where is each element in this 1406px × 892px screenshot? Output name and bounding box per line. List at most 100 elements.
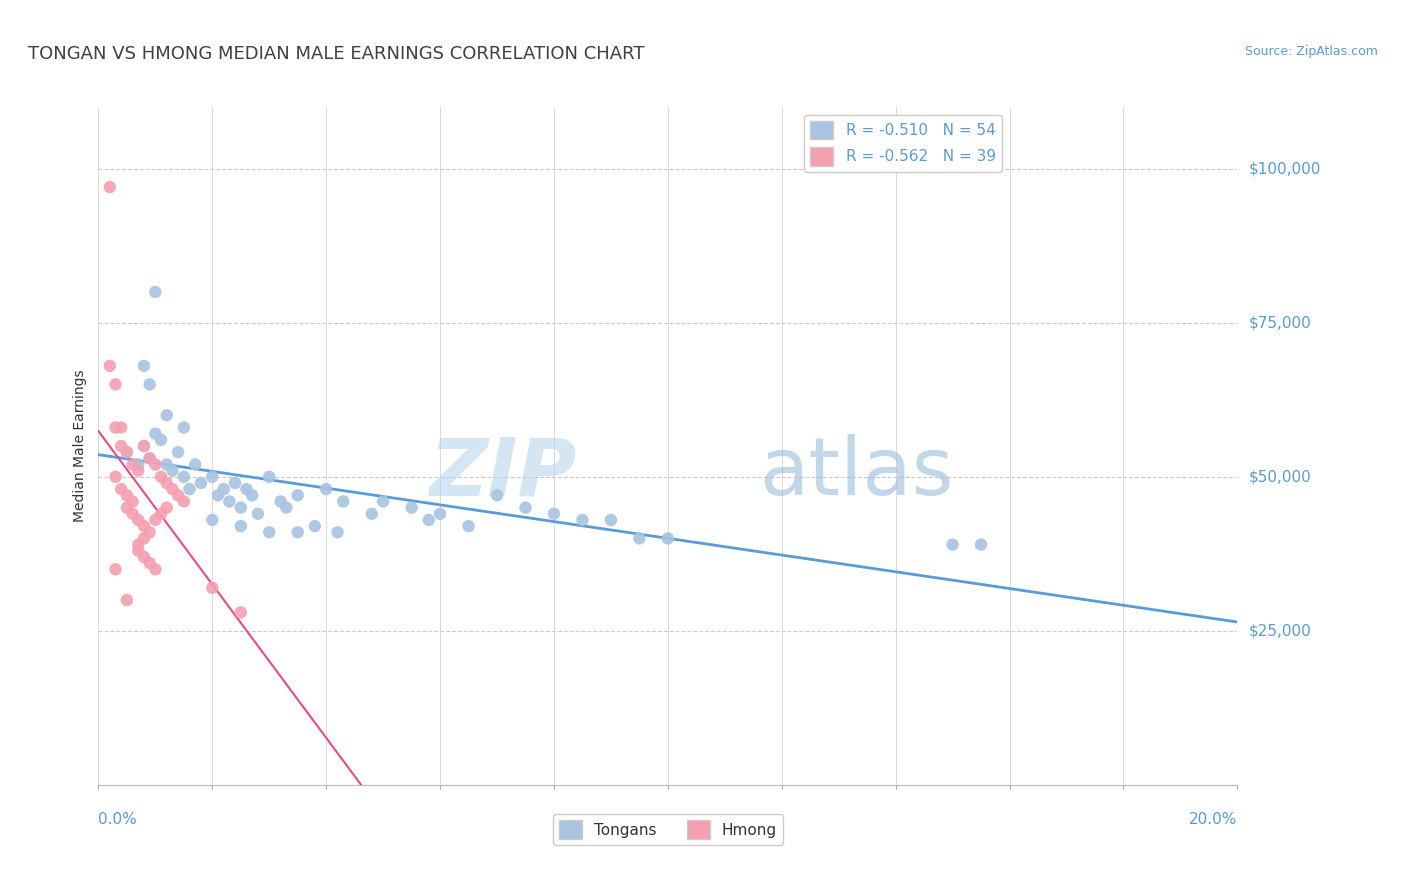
Point [110,420,132,434]
Point [104,470,127,484]
Point [657,532,679,546]
Point [373,494,395,508]
Point [156,475,179,490]
Point [201,470,224,484]
Point [218,494,240,508]
Point [173,420,195,434]
Point [121,507,143,521]
Point [115,445,138,459]
Point [229,500,252,515]
Point [138,451,160,466]
Point [304,519,326,533]
Point [132,439,155,453]
Point [132,359,155,373]
Point [115,445,138,459]
Point [207,488,229,502]
Point [110,439,132,453]
Point [162,464,184,478]
Point [190,475,212,490]
Point [235,482,257,496]
Point [201,513,224,527]
Legend: Tongans, Hmong: Tongans, Hmong [553,814,783,845]
Point [98,180,121,194]
Point [104,420,127,434]
Point [287,488,309,502]
Text: Source: ZipAtlas.com: Source: ZipAtlas.com [1244,45,1378,58]
Point [229,519,252,533]
Point [138,525,160,540]
Point [98,359,121,373]
Point [418,513,440,527]
Text: $50,000: $50,000 [1249,469,1312,484]
Point [326,525,349,540]
Point [132,532,155,546]
Text: $25,000: $25,000 [1249,624,1312,639]
Point [332,494,354,508]
Text: ZIP: ZIP [429,434,576,512]
Point [270,494,292,508]
Point [145,562,167,576]
Point [127,458,149,472]
Point [167,488,190,502]
Point [132,439,155,453]
Point [600,513,623,527]
Point [115,500,138,515]
Text: 0.0%: 0.0% [98,812,138,827]
Point [201,581,224,595]
Point [156,408,179,422]
Text: atlas: atlas [759,434,953,512]
Point [104,562,127,576]
Point [184,458,207,472]
Point [276,500,298,515]
Point [259,525,281,540]
Point [212,482,235,496]
Point [315,482,337,496]
Point [138,451,160,466]
Point [138,377,160,392]
Point [179,482,201,496]
Point [145,426,167,441]
Point [145,285,167,299]
Point [246,507,269,521]
Text: $100,000: $100,000 [1249,161,1322,176]
Point [229,606,252,620]
Point [156,458,179,472]
Point [145,458,167,472]
Point [571,513,593,527]
Point [515,500,537,515]
Point [287,525,309,540]
Y-axis label: Median Male Earnings: Median Male Earnings [73,369,87,523]
Point [104,377,127,392]
Point [240,488,263,502]
Point [429,507,451,521]
Point [543,507,565,521]
Point [138,556,160,570]
Point [127,464,149,478]
Point [121,458,143,472]
Point [150,433,173,447]
Point [970,538,993,552]
Point [167,445,190,459]
Point [942,538,965,552]
Point [150,507,173,521]
Point [457,519,479,533]
Point [110,482,132,496]
Point [173,470,195,484]
Point [121,494,143,508]
Point [259,470,281,484]
Point [127,543,149,558]
Point [360,507,382,521]
Point [486,488,509,502]
Point [145,513,167,527]
Point [156,500,179,515]
Point [127,538,149,552]
Text: TONGAN VS HMONG MEDIAN MALE EARNINGS CORRELATION CHART: TONGAN VS HMONG MEDIAN MALE EARNINGS COR… [28,45,644,62]
Point [401,500,423,515]
Point [132,549,155,564]
Point [162,482,184,496]
Point [115,488,138,502]
Point [132,519,155,533]
Point [115,593,138,607]
Point [173,494,195,508]
Point [224,475,246,490]
